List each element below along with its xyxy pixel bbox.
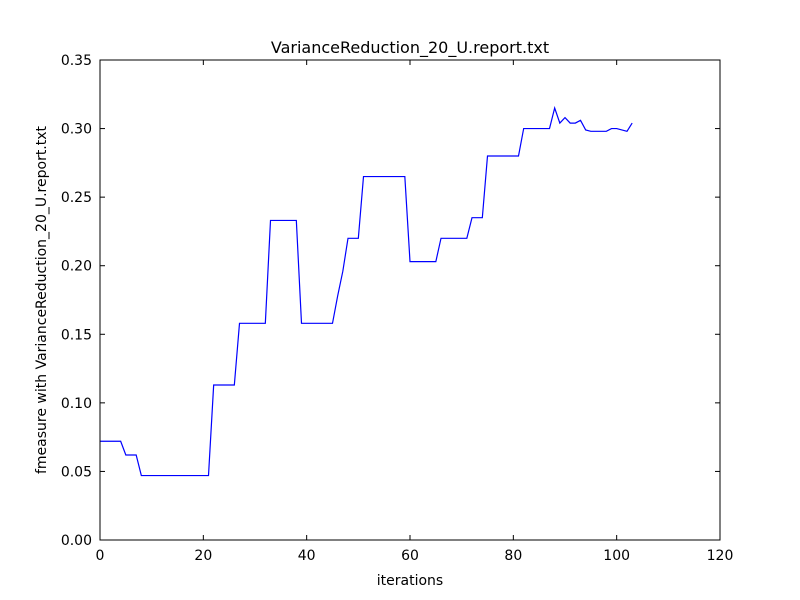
chart-title: VarianceReduction_20_U.report.txt [271, 38, 549, 58]
y-tick-label: 0.35 [61, 53, 92, 69]
x-tick-label: 60 [401, 548, 419, 564]
plot-frame [99, 59, 721, 541]
x-tick-label: 100 [603, 548, 630, 564]
x-axis-label: iterations [377, 573, 443, 589]
x-tick-label: 40 [298, 548, 316, 564]
ticks-group: 0 20 40 60 80 100 120 0.00 0.05 0.10 0.15 0.20 0.25 0… [61, 53, 734, 564]
y-axis-label: fmeasure with VarianceReduction_20_U.rep… [34, 125, 50, 474]
y-tick-label: 0.20 [61, 259, 92, 275]
x-tick-label: 20 [194, 548, 212, 564]
x-tick-label: 120 [707, 548, 734, 564]
series-line [100, 105, 633, 477]
y-tick-label: 0.15 [61, 327, 92, 343]
x-tick-label: 0 [96, 548, 105, 564]
y-tick-label: 0.10 [61, 396, 92, 412]
y-tick-label: 0.05 [61, 464, 92, 480]
y-tick-label: 0.00 [61, 533, 92, 549]
x-tick-label: 80 [504, 548, 522, 564]
y-tick-label: 0.30 [61, 122, 92, 138]
y-tick-label: 0.25 [61, 190, 92, 206]
